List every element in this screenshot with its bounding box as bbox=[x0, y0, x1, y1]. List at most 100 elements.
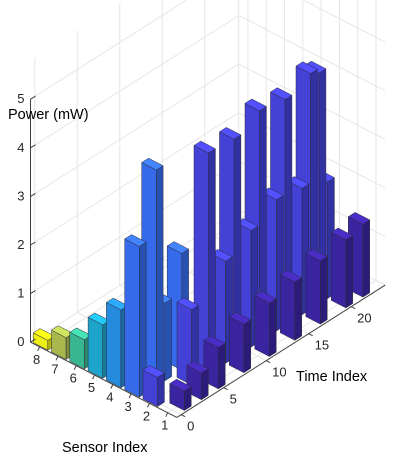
bar-sensor-1-time-8 bbox=[229, 312, 251, 373]
z-tick-label: 5 bbox=[17, 91, 24, 106]
bar-face-top bbox=[203, 335, 226, 348]
z-tick-mark bbox=[30, 338, 36, 343]
x-tick-label: 5 bbox=[88, 380, 95, 395]
bar-sensor-2-time-0 bbox=[142, 365, 165, 407]
y-tick-mark bbox=[350, 306, 356, 310]
bar-face-side bbox=[164, 298, 172, 382]
grid-line-z-back bbox=[30, 0, 188, 100]
x-tick-mark bbox=[55, 356, 59, 361]
bar-face-front bbox=[229, 316, 245, 373]
bar-face-side bbox=[345, 235, 353, 309]
y-tick-label: 0 bbox=[187, 419, 194, 434]
x-tick-mark bbox=[92, 374, 95, 380]
bar-face-top bbox=[186, 360, 209, 374]
bar-face-side bbox=[294, 277, 302, 341]
grid-line-z-back bbox=[30, 63, 240, 197]
y-tick-mark bbox=[308, 333, 313, 337]
z-tick-label: 3 bbox=[17, 188, 24, 203]
bar-face-side bbox=[243, 319, 251, 373]
y-tick-label: 15 bbox=[315, 338, 329, 353]
bar-face-top bbox=[348, 212, 370, 225]
bar-sensor-7-time-0 bbox=[51, 325, 74, 360]
z-tick-mark bbox=[30, 241, 36, 246]
grid-line-z-back bbox=[30, 15, 240, 149]
bar-sensor-1-time-11 bbox=[254, 290, 277, 357]
bar-face-top bbox=[270, 87, 293, 100]
bar-face-top bbox=[305, 248, 328, 262]
bar-face-side bbox=[269, 298, 277, 357]
y-tick-mark bbox=[180, 414, 186, 418]
bar-face-side bbox=[362, 219, 370, 298]
grid-line-z-back bbox=[30, 112, 240, 246]
x-tick-label: 6 bbox=[70, 371, 77, 386]
z-tick-label: 4 bbox=[17, 140, 24, 155]
x-tick-label: 4 bbox=[106, 390, 113, 405]
bar-face-top bbox=[169, 378, 192, 392]
x-tick-label: 8 bbox=[33, 352, 40, 367]
grid-line-z-right bbox=[238, 15, 386, 92]
z-tick-label: 2 bbox=[17, 237, 24, 252]
z-tick-label: 0 bbox=[17, 334, 24, 349]
bar-face-top bbox=[141, 157, 164, 171]
x-tick-mark bbox=[128, 393, 132, 399]
x-tick-mark bbox=[147, 403, 150, 408]
bar-face-side bbox=[218, 343, 226, 390]
y-tick-mark bbox=[223, 387, 228, 391]
x-tick-label: 1 bbox=[161, 418, 168, 433]
bar-face-top bbox=[219, 127, 242, 140]
bar-face-front bbox=[254, 295, 270, 357]
bar-face-front bbox=[331, 232, 347, 309]
x-tick-mark bbox=[165, 412, 169, 417]
z-tick-mark bbox=[30, 95, 36, 100]
grid-line-z-right bbox=[302, 0, 386, 43]
bar-face-front bbox=[280, 274, 296, 341]
bar-face-top bbox=[166, 241, 189, 254]
bar-sensor-1-time-17 bbox=[305, 248, 328, 325]
bar-face-side bbox=[157, 372, 165, 407]
x-tick-label: 3 bbox=[125, 399, 132, 414]
bar-sensor-1-time-1 bbox=[169, 378, 192, 411]
bar-face-top bbox=[193, 140, 216, 154]
z-tick-label: 1 bbox=[17, 286, 24, 301]
z-tick-mark bbox=[30, 144, 36, 149]
bar-sensor-3-time-0 bbox=[124, 234, 147, 398]
bar-face-top bbox=[124, 234, 147, 247]
x-tick-mark bbox=[73, 365, 77, 370]
bar-sensor-1-time-20 bbox=[331, 227, 353, 309]
y-tick-mark bbox=[265, 360, 271, 364]
bar-face-side bbox=[320, 256, 328, 325]
y-tick-label: 20 bbox=[357, 311, 371, 326]
z-tick-mark bbox=[30, 192, 36, 197]
bar-face-top bbox=[229, 312, 251, 325]
bar-face-top bbox=[244, 98, 267, 112]
bar-face-top bbox=[331, 227, 353, 241]
y-tick-label: 10 bbox=[272, 365, 286, 380]
x-tick-mark bbox=[110, 384, 114, 389]
x-axis-label: Sensor Index bbox=[62, 440, 148, 456]
bar-face-top bbox=[176, 297, 199, 310]
bar-face-top bbox=[142, 365, 165, 378]
y-axis-line bbox=[176, 284, 386, 418]
x-tick-label: 7 bbox=[51, 361, 58, 376]
x-axis-line bbox=[30, 341, 178, 418]
bar-face-side bbox=[201, 368, 209, 400]
bar-face-front bbox=[106, 302, 122, 388]
x-tick-mark bbox=[37, 346, 41, 352]
bar-sensor-1-time-14 bbox=[280, 269, 302, 341]
bar-face-top bbox=[295, 61, 318, 74]
x-tick-label: 2 bbox=[143, 408, 150, 423]
y-axis-label: Time Index bbox=[296, 369, 368, 385]
bars-layer bbox=[32, 60, 370, 411]
z-tick-mark bbox=[30, 290, 36, 295]
bar-face-front bbox=[124, 238, 140, 398]
bar-face-front bbox=[87, 317, 103, 379]
y-tick-label: 5 bbox=[230, 392, 237, 407]
bar-face-side bbox=[156, 165, 164, 387]
bar-face-top bbox=[254, 290, 277, 304]
z-axis-label: Power (mW) bbox=[8, 107, 89, 123]
bar-face-front bbox=[305, 253, 321, 325]
bar-face-top bbox=[280, 269, 302, 283]
